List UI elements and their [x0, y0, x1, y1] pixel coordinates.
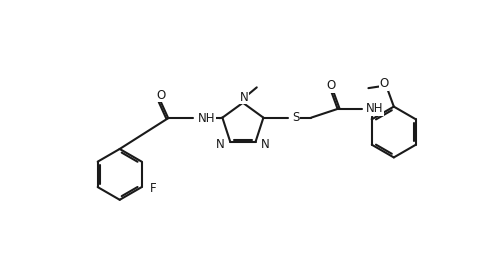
Text: N: N — [216, 138, 225, 151]
Text: NH: NH — [366, 102, 384, 115]
Text: O: O — [327, 79, 336, 92]
Text: O: O — [379, 77, 389, 90]
Text: F: F — [149, 182, 156, 195]
Text: S: S — [292, 111, 299, 124]
Text: O: O — [156, 89, 165, 102]
Text: NH: NH — [198, 112, 215, 125]
Text: N: N — [261, 138, 270, 151]
Text: N: N — [240, 91, 249, 104]
